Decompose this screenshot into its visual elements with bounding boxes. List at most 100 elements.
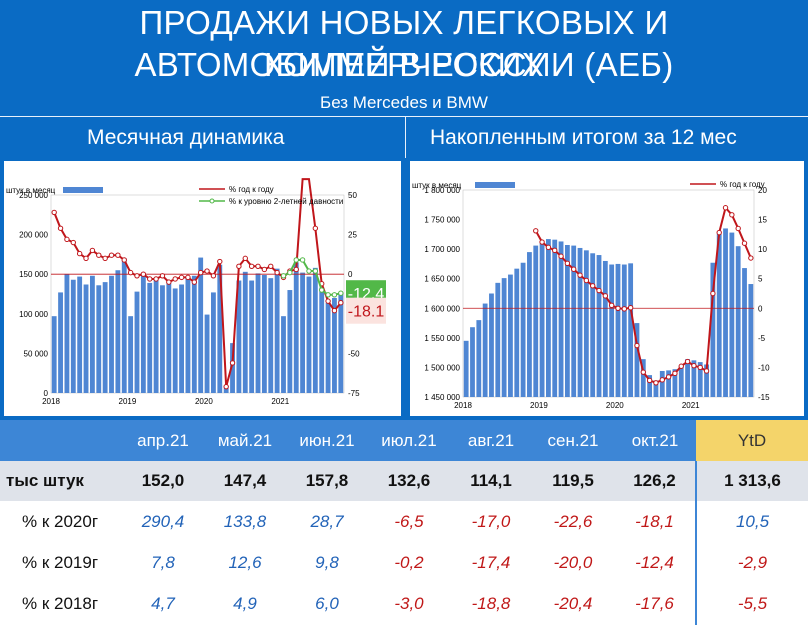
ytd-cell: -2,9 <box>695 542 808 584</box>
bar <box>83 284 89 393</box>
callout-yoy-box <box>346 297 386 324</box>
bar <box>319 287 325 393</box>
header-divider <box>0 116 808 117</box>
yoy-point <box>558 253 564 259</box>
table-cell: -20,0 <box>532 542 614 584</box>
yoy-point <box>325 298 331 304</box>
table-cell: 114,1 <box>450 461 532 502</box>
right-panel-title: Накопленным итогом за 12 мес <box>430 126 737 149</box>
bar <box>501 278 507 397</box>
yoy-point <box>646 377 653 384</box>
yoy-point <box>665 374 672 380</box>
yoy-point <box>255 263 261 269</box>
two-year-point <box>319 287 325 293</box>
bar <box>261 274 267 393</box>
bar <box>704 364 709 397</box>
bar <box>583 250 589 397</box>
bar <box>495 282 501 397</box>
col-header: июн.21 <box>286 420 368 461</box>
yoy-point <box>242 255 248 262</box>
yoy-point <box>83 255 89 262</box>
bar <box>242 271 248 393</box>
bar <box>672 369 678 397</box>
bar <box>596 255 602 397</box>
yoy-point <box>627 304 634 311</box>
yoy-point <box>545 244 552 251</box>
yoy-point <box>615 305 621 311</box>
bar <box>539 241 545 397</box>
yoy-point <box>634 342 640 349</box>
yoy-point <box>338 300 344 306</box>
yoy-point <box>533 228 539 234</box>
row-label: % к 2018г <box>0 583 122 625</box>
yoy-point <box>140 271 147 277</box>
yoy-point <box>268 263 274 269</box>
table-cell: -0,2 <box>368 542 450 584</box>
bar <box>70 279 76 393</box>
yoy-point <box>57 225 64 231</box>
two-year-point <box>306 268 312 274</box>
yoy-point <box>659 377 665 383</box>
yoy-point <box>70 239 76 246</box>
bar <box>470 327 475 397</box>
bar <box>564 245 570 397</box>
yoy-point <box>691 362 697 369</box>
ytd-cell: 10,5 <box>695 501 808 543</box>
bar <box>666 370 672 397</box>
y-right-tick-label: 25 <box>348 231 357 240</box>
bar <box>230 343 235 393</box>
bar <box>204 314 210 393</box>
bar <box>615 263 621 397</box>
row-label: тыс штук <box>0 461 122 502</box>
bar <box>533 245 539 397</box>
table-row: % к 2018г 4,7 4,9 6,0 -3,0 -18,8 -20,4 -17,6 -5,… <box>0 583 808 625</box>
bar <box>140 274 146 393</box>
bar <box>77 276 83 393</box>
bar <box>281 316 286 393</box>
bar <box>191 275 197 393</box>
yoy-point <box>710 290 716 297</box>
table-corner <box>0 420 122 461</box>
table-cell: -18,8 <box>450 583 532 625</box>
yoy-point <box>583 277 590 284</box>
bar <box>134 291 140 393</box>
yoy-point <box>147 276 153 282</box>
y-left-tick-label: 1 650 000 <box>424 275 460 284</box>
bar <box>482 303 488 397</box>
col-header: май.21 <box>204 420 286 461</box>
table-cell: 147,4 <box>204 461 286 502</box>
bar <box>723 228 728 397</box>
bar <box>640 359 646 397</box>
cumulative-chart: 1 450 000 1 500 000 1 550 000 1 600 000 1 65… <box>410 161 804 416</box>
legend-two-year-label: % к уровню 2-летней давности <box>229 197 343 206</box>
bar <box>102 282 108 393</box>
table-cell: 152,0 <box>122 461 204 502</box>
yoy-point <box>703 368 710 374</box>
yoy-point <box>204 268 210 274</box>
yoy-point <box>178 274 185 281</box>
page-title-line2: АВТОМОБИЛЕЙ В РОССИИ (АЕБ) <box>134 46 674 83</box>
y-right-tick-label: 0 <box>758 304 763 313</box>
bar <box>697 362 703 397</box>
yoy-point <box>552 247 558 254</box>
bar <box>312 267 318 393</box>
monthly-chart: 0 50 000 100 000 150 000 200 000 250 000 -75 -5… <box>4 161 401 416</box>
two-year-line <box>283 258 342 296</box>
bar <box>678 366 684 397</box>
bar <box>602 260 608 397</box>
legend-bar-label: штук в месяц <box>6 186 56 195</box>
bar <box>527 252 532 397</box>
yoy-point <box>185 274 191 281</box>
bar <box>160 285 165 393</box>
bar <box>64 274 70 393</box>
bar <box>166 281 172 393</box>
table-cell: -3,0 <box>368 583 450 625</box>
table-cell: -22,6 <box>532 501 614 543</box>
bar <box>147 282 153 393</box>
table-cell: -12,4 <box>614 542 696 584</box>
table-cell: 132,6 <box>368 461 450 502</box>
yoy-point <box>684 358 691 365</box>
yoy-point <box>564 260 571 267</box>
table-row: тыс штук 152,0 147,4 157,8 132,6 114,1 119,5 12… <box>0 461 808 502</box>
yoy-point <box>748 255 754 261</box>
